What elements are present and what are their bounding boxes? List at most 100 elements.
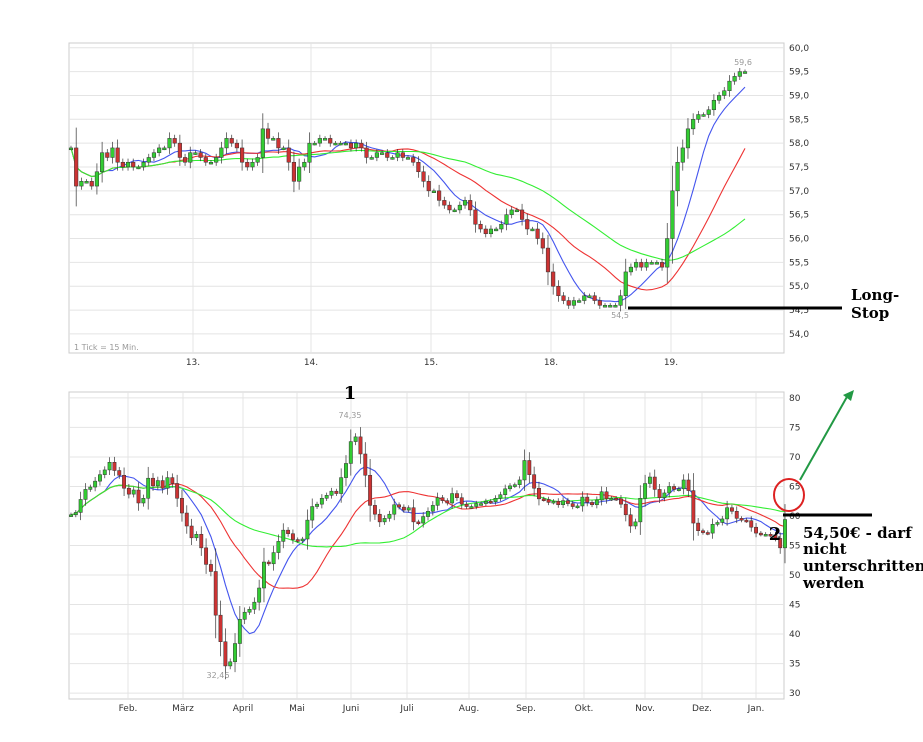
candle <box>727 75 732 97</box>
candle <box>670 165 675 264</box>
y-tick-label: 45 <box>789 601 800 611</box>
candle <box>676 486 681 492</box>
intraday-chart-frame <box>68 42 785 354</box>
candle <box>167 132 172 154</box>
candle <box>426 507 430 521</box>
candle <box>302 158 307 171</box>
candle <box>455 490 459 501</box>
candle <box>348 429 353 476</box>
ma-mid-line <box>70 483 786 589</box>
candle <box>450 487 455 509</box>
candle <box>177 134 182 166</box>
candle <box>98 470 102 486</box>
y-tick-label: 59,0 <box>789 91 809 101</box>
candle <box>430 501 435 516</box>
candle <box>307 132 312 174</box>
candle <box>189 518 194 545</box>
candle <box>400 149 405 162</box>
candle <box>180 489 184 522</box>
candle <box>112 456 117 476</box>
candle <box>329 487 334 499</box>
candle <box>157 144 162 157</box>
intraday-candles <box>68 67 748 312</box>
candle <box>696 517 701 536</box>
candle <box>193 150 198 155</box>
candle <box>710 518 715 539</box>
candle <box>464 501 469 509</box>
candle <box>706 106 711 119</box>
candle <box>551 263 556 295</box>
candle <box>763 532 768 537</box>
candle <box>696 110 701 123</box>
candle <box>93 476 98 492</box>
y-tick-label: 58,5 <box>789 115 809 125</box>
candle <box>100 141 105 183</box>
candle <box>266 559 271 566</box>
candle <box>224 132 229 154</box>
yearly-x-axis: Feb. März April Mai Juni Juli Aug. Sep. Okt. Nov.… <box>119 704 765 714</box>
candle <box>457 201 462 214</box>
candle <box>300 536 305 543</box>
candle <box>778 532 783 554</box>
candle <box>126 484 131 499</box>
candle <box>252 597 257 615</box>
candle <box>462 196 468 209</box>
candle <box>328 134 333 147</box>
candle <box>540 232 545 255</box>
y-tick-label: 55 <box>789 542 800 552</box>
candle <box>711 94 716 116</box>
candle <box>237 605 242 657</box>
candle <box>442 196 447 209</box>
candle <box>498 491 503 502</box>
candle <box>223 628 228 680</box>
candle <box>348 139 354 152</box>
candle <box>175 474 180 507</box>
candle <box>359 139 364 152</box>
candle <box>219 141 224 164</box>
y-tick-label: 40 <box>789 630 801 640</box>
candle <box>667 481 672 498</box>
intraday-min-label: 54,5 <box>611 311 629 320</box>
candle <box>188 146 193 169</box>
support-label-2: nicht <box>803 540 847 558</box>
candle <box>504 208 509 231</box>
y-tick-label: 56,5 <box>789 211 809 221</box>
candle <box>363 442 368 488</box>
candle <box>382 515 387 525</box>
candle <box>122 467 127 496</box>
candle <box>608 303 613 308</box>
intraday-grid <box>69 43 784 353</box>
candle <box>368 458 373 522</box>
candle <box>580 491 585 512</box>
candle <box>561 292 566 305</box>
yearly-max-label: 74,35 <box>339 411 362 420</box>
candle <box>541 496 546 502</box>
y-tick-label: 57,0 <box>789 187 809 197</box>
marker-2: 2 <box>769 524 782 545</box>
candle <box>715 520 720 527</box>
candle <box>488 225 494 238</box>
candle <box>358 427 363 464</box>
candle <box>519 203 525 226</box>
candle <box>155 476 160 490</box>
candle <box>452 207 457 213</box>
long-stop-label-1: Long- <box>851 286 899 304</box>
y-tick-label: 54,0 <box>789 330 809 340</box>
candle <box>421 512 426 528</box>
candle <box>141 158 146 171</box>
candle <box>732 72 737 85</box>
candle <box>561 497 566 509</box>
candle <box>479 501 484 506</box>
candle <box>322 136 328 141</box>
candle <box>744 517 749 523</box>
candle <box>319 494 324 509</box>
candle <box>172 134 177 147</box>
yearly-candles <box>69 427 787 680</box>
candle <box>737 67 742 81</box>
candle <box>639 258 644 271</box>
candle <box>691 113 696 135</box>
candle <box>468 194 473 216</box>
candle <box>162 145 167 151</box>
y-tick-label: 30 <box>789 689 801 699</box>
